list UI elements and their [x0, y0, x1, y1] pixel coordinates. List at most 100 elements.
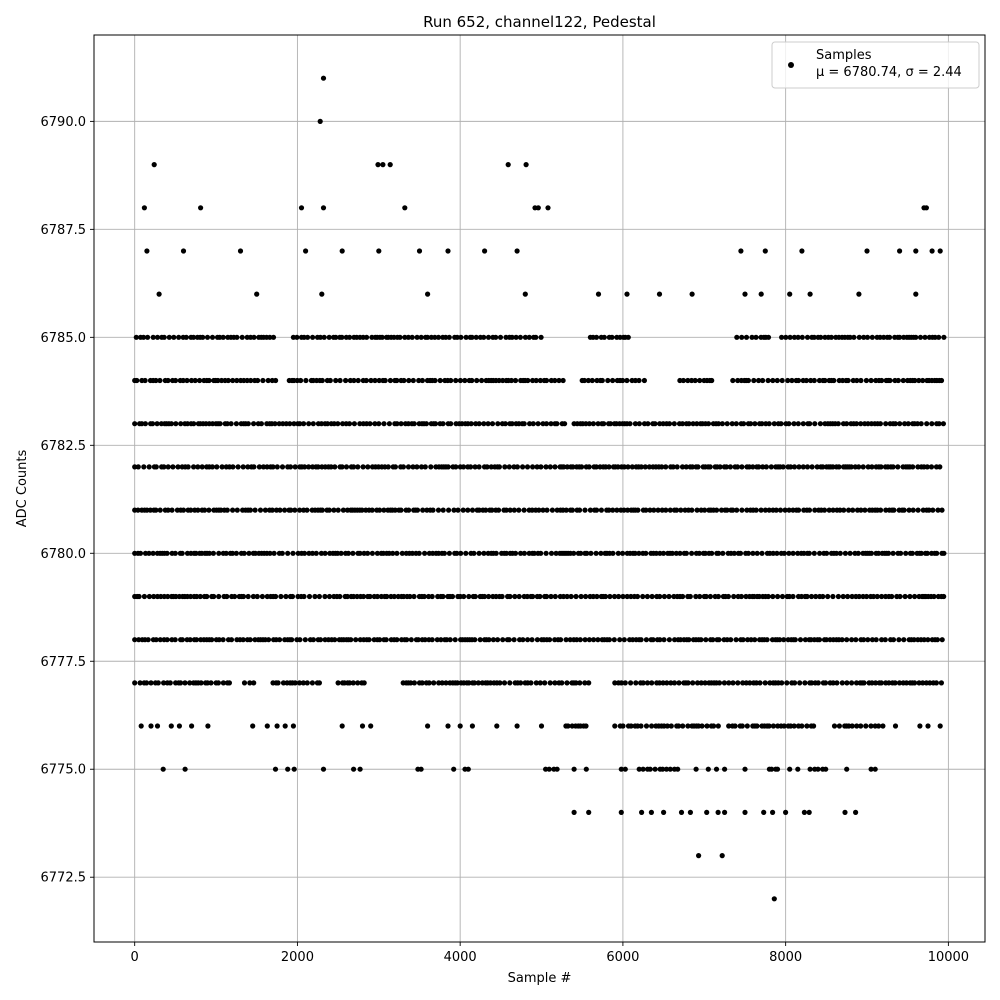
data-point: [571, 766, 577, 772]
data-point: [887, 334, 893, 340]
data-point: [883, 421, 889, 427]
data-point: [326, 507, 332, 513]
data-point: [154, 723, 161, 729]
data-point: [938, 377, 945, 384]
data-point: [547, 637, 553, 643]
data-point: [447, 637, 453, 643]
data-point: [598, 507, 605, 513]
data-point: [160, 766, 166, 772]
data-point: [766, 421, 772, 427]
data-point: [848, 464, 854, 470]
data-point: [270, 334, 277, 340]
data-point: [317, 118, 323, 124]
data-point: [856, 464, 862, 470]
data-point: [758, 291, 764, 297]
data-point: [903, 680, 910, 686]
data-point: [534, 637, 541, 643]
data-point: [297, 507, 303, 513]
data-point: [320, 205, 327, 211]
data-point: [326, 334, 332, 340]
data-point: [845, 377, 851, 384]
data-point: [571, 809, 577, 816]
data-point: [588, 550, 594, 556]
data-point: [479, 377, 485, 384]
data-point: [666, 637, 673, 643]
data-point: [582, 507, 588, 513]
data-point: [806, 507, 813, 513]
data-point: [501, 680, 508, 686]
data-point: [258, 421, 264, 427]
data-point: [858, 421, 864, 427]
y-axis-label: ADC Counts: [15, 450, 30, 528]
data-point: [554, 766, 560, 772]
data-point: [169, 507, 175, 513]
data-point: [135, 464, 141, 470]
data-point: [800, 421, 806, 427]
data-point: [225, 377, 231, 384]
data-point: [210, 550, 216, 556]
data-point: [937, 723, 943, 729]
data-point: [430, 507, 436, 513]
data-point: [269, 507, 275, 513]
data-point: [595, 421, 601, 427]
data-point: [783, 334, 789, 340]
data-point: [355, 377, 361, 384]
data-point: [753, 507, 759, 513]
data-point: [734, 464, 741, 470]
data-point: [339, 334, 345, 340]
data-point: [151, 162, 157, 168]
data-point: [559, 680, 565, 686]
data-point: [360, 593, 367, 600]
data-point: [380, 162, 386, 168]
data-point: [847, 334, 853, 340]
data-point: [807, 421, 813, 427]
data-point: [823, 637, 830, 643]
data-point: [676, 723, 682, 729]
data-point: [842, 550, 849, 556]
data-point: [897, 593, 903, 600]
data-point: [176, 723, 182, 729]
data-point: [446, 507, 452, 513]
data-point: [529, 637, 535, 643]
data-point: [689, 507, 695, 513]
data-point: [910, 464, 916, 470]
data-point: [404, 637, 410, 643]
y-tick-label: 6785.0: [41, 331, 87, 346]
y-tick-label: 6775.0: [41, 763, 87, 778]
data-point: [719, 853, 725, 859]
data-point: [511, 637, 517, 643]
data-point: [530, 593, 536, 600]
data-point: [538, 550, 544, 556]
data-point: [410, 464, 416, 470]
data-point: [624, 593, 630, 600]
data-point: [472, 464, 478, 470]
data-point: [357, 550, 363, 556]
data-point: [506, 637, 512, 643]
data-point: [215, 377, 221, 384]
data-point: [490, 637, 496, 643]
data-point: [564, 680, 570, 686]
data-point: [463, 334, 469, 340]
data-point: [326, 593, 333, 600]
data-point: [666, 593, 672, 600]
data-point: [624, 291, 630, 297]
data-point: [878, 507, 884, 513]
data-point: [835, 421, 841, 427]
data-point: [820, 464, 826, 470]
data-point: [625, 507, 631, 513]
data-point: [294, 334, 300, 340]
data-point: [785, 377, 791, 384]
data-point: [689, 550, 695, 556]
data-point: [273, 377, 279, 384]
data-point: [632, 377, 639, 384]
data-point: [837, 507, 843, 513]
data-point: [660, 550, 667, 556]
data-point: [543, 766, 549, 772]
data-point: [683, 550, 690, 556]
legend-stats-label: μ = 6780.74, σ = 2.44: [816, 65, 962, 80]
data-point: [750, 550, 756, 556]
data-point: [399, 550, 405, 556]
data-point: [216, 550, 222, 556]
data-point: [795, 766, 801, 772]
data-point: [674, 507, 680, 513]
